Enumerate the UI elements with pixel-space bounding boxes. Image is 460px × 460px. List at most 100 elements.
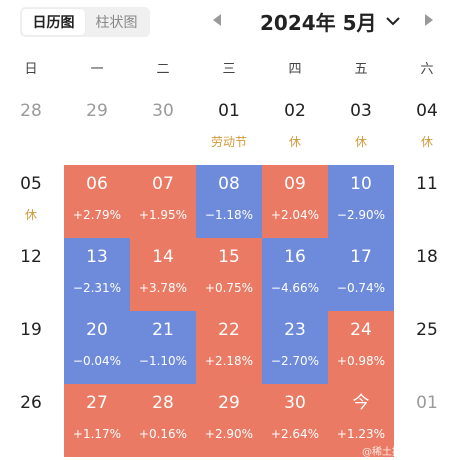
change-percent: −0.04% [72, 354, 122, 368]
day-number: 29 [218, 393, 240, 413]
change-percent: −2.90% [336, 208, 386, 222]
day-cell[interactable]: 20 −0.04% [64, 311, 130, 384]
calendar-view-tab[interactable]: 日历图 [22, 9, 85, 35]
day-number: 12 [20, 247, 42, 267]
day-number: 02 [284, 101, 306, 121]
watermark: @稀土掘金技术社区 [362, 447, 452, 458]
day-cell[interactable]: 06 +2.79% [64, 165, 130, 238]
change-percent: +1.95% [138, 208, 188, 222]
day-number: 17 [350, 247, 372, 267]
day-cell[interactable]: 07 +1.95% [130, 165, 196, 238]
day-number: 01 [218, 101, 240, 121]
day-cell[interactable]: 今 +1.23% [328, 384, 394, 457]
day-cell[interactable]: 09 +2.04% [262, 165, 328, 238]
day-number: 10 [350, 174, 372, 194]
day-number: 21 [152, 320, 174, 340]
holiday-label: 休 [420, 135, 433, 149]
day-cell[interactable]: 13 −2.31% [64, 238, 130, 311]
change-percent: −1.18% [204, 208, 254, 222]
day-cell[interactable]: 23 −2.70% [262, 311, 328, 384]
day-number: 19 [20, 320, 42, 340]
day-number: 29 [86, 101, 108, 121]
day-number: 07 [152, 174, 174, 194]
day-number: 22 [218, 320, 240, 340]
weekday-header: 日一二三四五六 [0, 58, 460, 78]
day-cell[interactable]: 30 +2.64% [262, 384, 328, 457]
change-percent: +1.23% [336, 427, 386, 441]
weekday-label: 日 [24, 62, 38, 77]
holiday-label: 休 [354, 135, 367, 149]
day-cell: 25 [394, 311, 460, 384]
day-cell: 05 休 [0, 165, 64, 238]
change-percent: +2.04% [270, 208, 320, 222]
day-number: 08 [218, 174, 240, 194]
day-cell[interactable]: 16 −4.66% [262, 238, 328, 311]
day-cell[interactable]: 15 +0.75% [196, 238, 262, 311]
day-cell: 28 [0, 92, 64, 165]
month-selector[interactable]: 2024年 5月 [260, 6, 401, 36]
weekday-label: 二 [156, 62, 170, 77]
day-number: 14 [152, 247, 174, 267]
day-number: 30 [284, 393, 306, 413]
day-number: 01 [416, 393, 438, 413]
day-cell: 02 休 [262, 92, 328, 165]
change-percent: +1.17% [72, 427, 122, 441]
bar-view-tab[interactable]: 柱状图 [95, 15, 138, 31]
change-percent: +0.16% [138, 427, 188, 441]
change-percent: −2.31% [72, 281, 122, 295]
day-cell[interactable]: 22 +2.18% [196, 311, 262, 384]
day-cell[interactable]: 27 +1.17% [64, 384, 130, 457]
day-cell: 01 劳动节 [196, 92, 262, 165]
chevron-down-icon [385, 17, 400, 26]
next-month-icon[interactable] [425, 14, 433, 26]
day-cell: 11 [394, 165, 460, 238]
day-number: 26 [20, 393, 42, 413]
day-number: 23 [284, 320, 306, 340]
day-number: 04 [416, 101, 438, 121]
day-cell[interactable]: 10 −2.90% [328, 165, 394, 238]
day-cell: 01 [394, 384, 460, 457]
change-percent: −1.10% [138, 354, 188, 368]
day-cell: 26 [0, 384, 64, 457]
change-percent: +3.78% [138, 281, 188, 295]
weekday-label: 四 [288, 62, 302, 77]
day-cell: 18 [394, 238, 460, 311]
holiday-label: 休 [24, 208, 37, 222]
month-title: 2024年 5月 [260, 10, 377, 35]
day-number: 15 [218, 247, 240, 267]
holiday-label: 休 [288, 135, 301, 149]
day-cell[interactable]: 29 +2.90% [196, 384, 262, 457]
holiday-label: 劳动节 [210, 135, 247, 149]
day-cell[interactable]: 08 −1.18% [196, 165, 262, 238]
day-number: 28 [20, 101, 42, 121]
day-cell[interactable]: 24 +0.98% [328, 311, 394, 384]
day-cell[interactable]: 28 +0.16% [130, 384, 196, 457]
change-percent: +2.90% [204, 427, 254, 441]
change-percent: −2.70% [270, 354, 320, 368]
view-toggle: 日历图 柱状图 [20, 7, 150, 37]
change-percent: +2.18% [204, 354, 254, 368]
weekday-label: 一 [90, 62, 104, 77]
day-number: 16 [284, 247, 306, 267]
day-cell: 12 [0, 238, 64, 311]
change-percent: −0.74% [336, 281, 386, 295]
weekday-label: 三 [222, 62, 236, 77]
day-number: 25 [416, 320, 438, 340]
day-cell[interactable]: 14 +3.78% [130, 238, 196, 311]
day-cell[interactable]: 21 −1.10% [130, 311, 196, 384]
day-number: 18 [416, 247, 438, 267]
prev-month-icon[interactable] [213, 14, 221, 26]
day-number: 30 [152, 101, 174, 121]
day-number: 24 [350, 320, 372, 340]
day-cell: 30 [130, 92, 196, 165]
day-number: 28 [152, 393, 174, 413]
change-percent: +2.79% [72, 208, 122, 222]
day-number: 11 [416, 174, 438, 194]
day-cell[interactable]: 17 −0.74% [328, 238, 394, 311]
day-number: 09 [284, 174, 306, 194]
change-percent: +2.64% [270, 427, 320, 441]
day-number: 13 [86, 247, 108, 267]
day-cell: 29 [64, 92, 130, 165]
change-percent: +0.75% [204, 281, 254, 295]
change-percent: −4.66% [270, 281, 320, 295]
